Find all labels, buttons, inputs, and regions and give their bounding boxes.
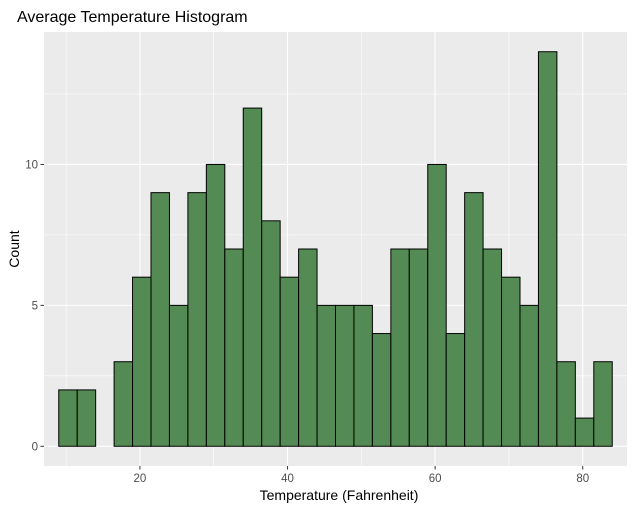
histogram-bar [298,248,318,447]
histogram-bar [242,107,263,447]
y-tick-label: 10 [25,159,38,171]
histogram-bar [168,304,189,447]
x-axis-title: Temperature (Fahrenheit) [260,487,419,503]
histogram-bar [205,163,226,447]
histogram-bar [150,192,170,447]
histogram-bar [279,276,300,447]
histogram-bar [593,361,613,447]
x-tick-label: 20 [134,473,147,485]
histogram-bar [261,220,281,447]
histogram-bar [482,248,503,447]
histogram-bar [316,304,336,447]
histogram-bar [58,389,78,447]
chart-title: Average Temperature Histogram [17,9,248,26]
histogram-bar [353,304,373,447]
histogram-bar [501,276,521,447]
histogram-bar [464,192,484,447]
histogram-bar [519,304,539,447]
histogram-bar [371,333,392,447]
histogram-bar [132,276,152,447]
histogram-bar [187,192,207,447]
x-tick-label: 40 [281,473,294,485]
histogram-bar [113,361,134,447]
histogram-bar [556,361,576,447]
histogram-bar [335,304,355,447]
histogram-bar [427,163,447,447]
histogram-bar [408,248,429,447]
histogram-bar [224,248,244,447]
histogram-bar [76,389,97,447]
y-tick-label: 5 [32,300,38,312]
x-tick-label: 60 [429,473,442,485]
histogram-bars [58,51,613,447]
histogram-bar [390,248,410,447]
histogram-bar [445,333,466,447]
histogram-bar [537,51,558,447]
x-tick-label: 80 [576,473,589,485]
y-tick-label: 0 [32,441,38,453]
x-axis: 20 40 60 80 [134,466,589,485]
histogram-bar [574,417,595,447]
y-axis: 0 5 10 [25,159,44,453]
y-axis-title: Count [6,230,22,267]
